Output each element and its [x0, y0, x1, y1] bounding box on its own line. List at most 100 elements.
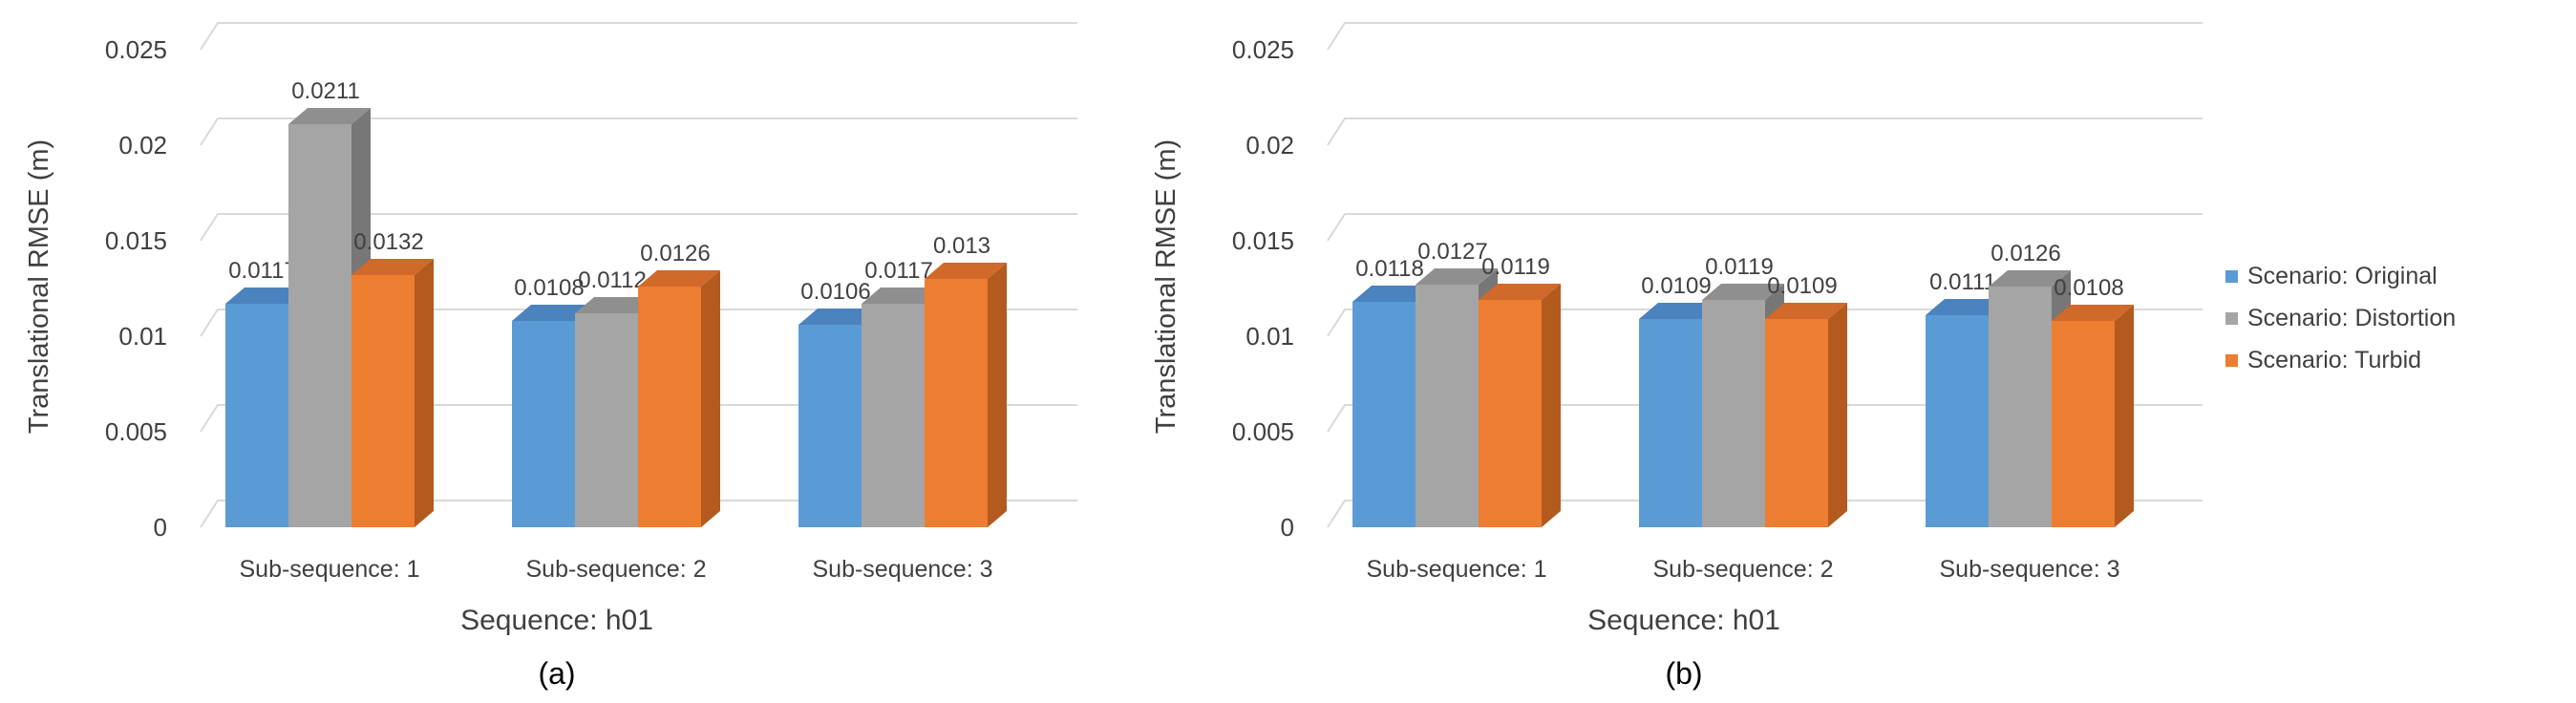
gridline: [1327, 500, 2203, 528]
bar-front: [1765, 319, 1828, 527]
y-tick-label: 0.02: [1245, 131, 1294, 160]
bar-top: [1479, 284, 1561, 300]
bar: [1765, 303, 1847, 527]
y-tick-label: 0.015: [105, 226, 167, 255]
gridline: [1327, 404, 2203, 433]
legend-item-original: Scenario: Original: [2225, 260, 2569, 292]
bar-front: [225, 304, 288, 527]
bar-top: [225, 288, 308, 304]
x-tick-label: Sub-sequence: 1: [1366, 556, 1546, 583]
bar-side: [2115, 305, 2134, 527]
legend-item-distortion: Scenario: Distortion: [2225, 302, 2569, 334]
bar-top: [1702, 284, 1784, 300]
bar: [638, 270, 720, 527]
bar-front: [925, 279, 988, 527]
bar-top: [1639, 303, 1721, 319]
bar-front: [2052, 321, 2115, 527]
data-label: 0.0117: [864, 258, 933, 284]
gridline: [200, 404, 1077, 433]
bar-side: [1542, 284, 1561, 527]
y-tick-label: 0.005: [105, 417, 167, 446]
data-label: 0.0118: [1355, 256, 1424, 282]
bar-side: [1828, 303, 1847, 527]
data-label: 0.0108: [514, 275, 584, 301]
bar-top: [1989, 270, 2071, 287]
y-tick-label: 0.025: [105, 35, 167, 64]
bar-top: [288, 108, 371, 124]
chart-panel-1: 0 0.005 0.01 0.015 0.02 0.025 Translational RM…: [24, 22, 1077, 691]
legend-swatch-distortion: [2225, 311, 2238, 325]
data-label: 0.0127: [1417, 239, 1487, 265]
x-tick-label: Sub-sequence: 3: [812, 556, 992, 583]
bar: [2052, 305, 2134, 527]
data-label: 0.0111: [1929, 269, 1996, 295]
gridline: [1327, 309, 2203, 337]
y-tick-label: 0.005: [1232, 417, 1294, 446]
bar-top: [798, 309, 881, 325]
data-label: 0.0119: [1481, 254, 1550, 280]
bar-front: [575, 313, 638, 527]
y-axis-label: Translational RMSE (m): [1151, 139, 1182, 434]
bar: [925, 263, 1007, 527]
panel-caption: (b): [1665, 656, 1702, 691]
legend-label-original: Scenario: Original: [2247, 262, 2438, 289]
x-tick-label: Sub-sequence: 1: [239, 556, 419, 583]
gridline: [1327, 117, 2203, 146]
bar-front: [1352, 302, 1416, 527]
bar-front: [512, 321, 575, 527]
y-tick-label: 0.015: [1232, 226, 1294, 255]
data-label: 0.0108: [2054, 275, 2123, 301]
data-label: 0.0126: [1991, 241, 2060, 266]
data-label: 0.013: [933, 233, 990, 259]
bar-top: [638, 270, 720, 287]
x-tick-label: Sub-sequence: 2: [1652, 556, 1833, 583]
data-label: 0.0119: [1705, 254, 1774, 280]
chart-panel-2: 0 0.005 0.01 0.015 0.02 0.025 Translational RM…: [1151, 22, 2203, 691]
x-axis-label: Sequence: h01: [1587, 605, 1780, 636]
legend-swatch-original: [2225, 269, 2238, 283]
legend-label-distortion: Scenario: Distortion: [2247, 304, 2457, 331]
bar-top: [862, 288, 944, 304]
bar-front: [798, 325, 862, 527]
y-tick-label: 0: [1281, 513, 1294, 542]
bar-side: [988, 263, 1007, 527]
bar-top: [512, 305, 594, 321]
gridline: [200, 500, 1077, 528]
bar-side: [701, 270, 720, 527]
panel-caption: (a): [538, 656, 575, 691]
data-label: 0.0106: [800, 279, 870, 305]
legend-item-turbid: Scenario: Turbid: [2225, 344, 2569, 376]
gridline: [200, 213, 1077, 242]
data-label: 0.0109: [1641, 273, 1711, 299]
gridlines: [200, 22, 1077, 528]
data-label: 0.0211: [291, 78, 360, 104]
bar-front: [351, 275, 415, 527]
legend: Scenario: Original Scenario: Distortion …: [2225, 260, 2569, 386]
x-tick-label: Sub-sequence: 2: [525, 556, 706, 583]
y-tick-label: 0.025: [1232, 35, 1294, 64]
bar-top: [2052, 305, 2134, 321]
x-axis-label: Sequence: h01: [460, 605, 653, 636]
bar-front: [1926, 315, 1989, 527]
bar-front: [1416, 285, 1479, 527]
bar-front: [1639, 319, 1702, 527]
bar: [1479, 284, 1561, 527]
bar-top: [575, 297, 657, 313]
y-tick-label: 0.01: [1245, 322, 1294, 351]
data-label: 0.0117: [228, 258, 297, 284]
gridline: [1327, 213, 2203, 242]
bar-top: [1926, 299, 2008, 315]
bar-front: [1989, 287, 2052, 527]
x-tick-label: Sub-sequence: 3: [1939, 556, 2119, 583]
legend-label-turbid: Scenario: Turbid: [2247, 346, 2422, 373]
bar-front: [862, 304, 925, 527]
bar-top: [1352, 286, 1435, 302]
gridline: [200, 309, 1077, 337]
bar-top: [351, 259, 434, 275]
bar-front: [638, 287, 701, 527]
gridline: [200, 117, 1077, 146]
bar-front: [1479, 300, 1542, 527]
data-label: 0.0132: [353, 229, 423, 255]
bar-front: [1702, 300, 1765, 527]
y-tick-label: 0.01: [118, 322, 167, 351]
